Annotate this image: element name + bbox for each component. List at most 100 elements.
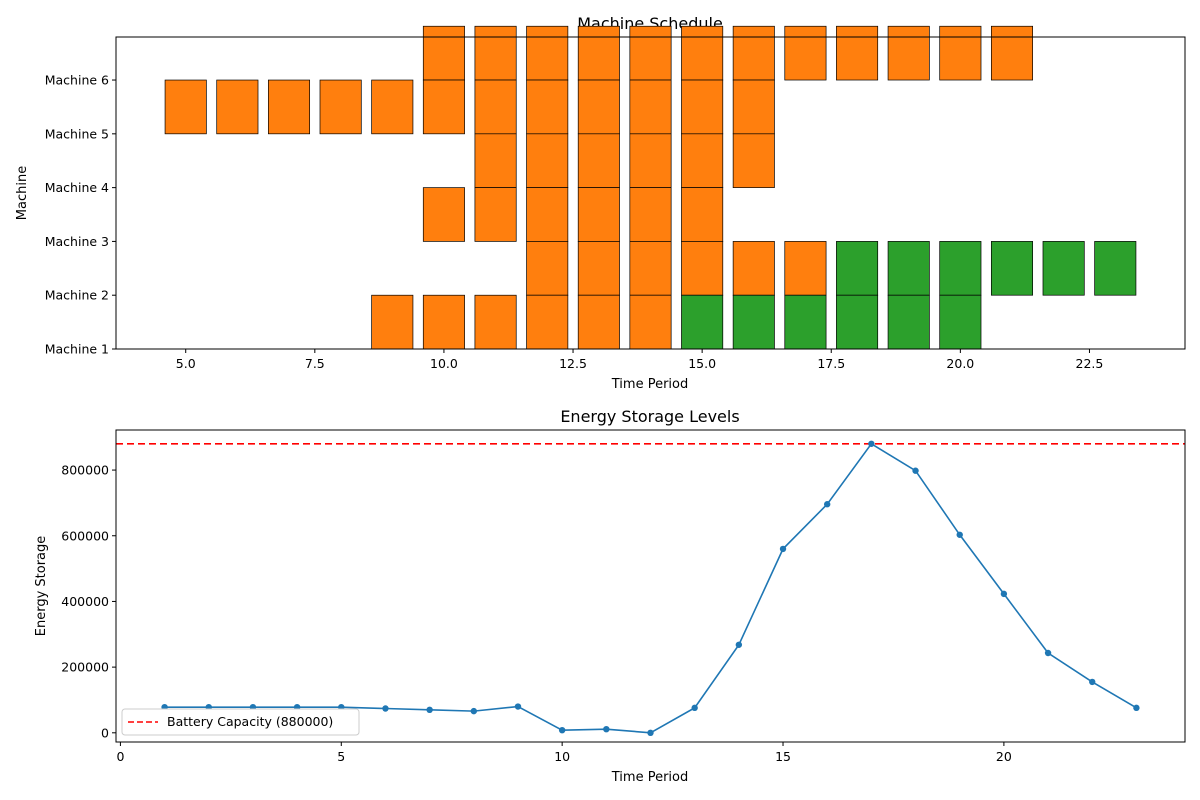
schedule-y-ticks: Machine 1 Machine 2 Machine 3 Machine 4 Mach…: [45, 73, 116, 357]
schedule-bar: [732, 241, 775, 296]
schedule-bar: [732, 294, 775, 350]
schedule-bar: [577, 133, 620, 188]
schedule-bar: [939, 25, 982, 81]
schedule-bar: [577, 187, 620, 242]
schedule-bar: [681, 294, 724, 350]
schedule-bar: [526, 187, 569, 242]
schedule-bar: [732, 79, 775, 135]
schedule-bar: [629, 25, 672, 81]
energy-title: Energy Storage Levels: [560, 407, 739, 426]
energy-x-tick-label: 5: [337, 749, 345, 764]
energy-point: [647, 729, 654, 737]
schedule-x-tick-label: 15.0: [688, 356, 716, 371]
schedule-bar: [681, 133, 724, 188]
schedule-bar: [577, 294, 620, 350]
schedule-bar: [939, 241, 982, 296]
schedule-bar: [474, 25, 517, 81]
schedule-x-tick-label: 17.5: [817, 356, 845, 371]
energy-point: [426, 706, 433, 714]
schedule-x-ticks: 5.0 7.5 10.0 12.5 15.0 17.5 20.0 22.5: [176, 349, 1104, 371]
schedule-bar: [474, 187, 517, 242]
schedule-bar: [422, 187, 465, 242]
schedule-bar: [939, 294, 982, 350]
schedule-bar: [422, 79, 465, 135]
schedule-bar: [629, 79, 672, 135]
schedule-bar: [784, 241, 827, 296]
schedule-bar: [990, 25, 1034, 81]
schedule-x-tick-label: 22.5: [1076, 356, 1104, 371]
schedule-x-label: Time Period: [611, 377, 688, 392]
energy-x-tick-label: 0: [116, 749, 124, 764]
legend-capacity-label: Battery Capacity (880000): [167, 714, 333, 729]
schedule-bar: [784, 294, 827, 350]
energy-x-tick-label: 20: [996, 749, 1012, 764]
energy-x-tick-label: 15: [775, 749, 791, 764]
schedule-x-tick-label: 5.0: [176, 356, 196, 371]
schedule-bar: [371, 79, 414, 135]
schedule-bar: [836, 294, 879, 350]
schedule-bar: [577, 25, 620, 81]
schedule-bar: [526, 25, 569, 81]
schedule-bar: [629, 294, 672, 350]
schedule-bar: [1094, 241, 1137, 296]
energy-point: [823, 501, 831, 508]
energy-y-ticks: 0 200000 400000 600000 800000: [61, 463, 116, 740]
schedule-bar: [681, 241, 724, 296]
schedule-x-tick-label: 10.0: [430, 356, 458, 371]
energy-point: [1089, 678, 1096, 686]
schedule-y-label: Machine: [15, 166, 30, 220]
energy-point: [691, 704, 698, 712]
schedule-bar: [887, 241, 930, 296]
schedule-y-tick-label: Machine 2: [45, 288, 109, 303]
schedule-bar: [629, 133, 672, 188]
schedule-bar: [319, 79, 362, 135]
energy-y-label: Energy Storage: [34, 536, 49, 637]
schedule-bar: [526, 241, 569, 296]
schedule-bar: [267, 79, 311, 135]
machine-schedule-chart: Machine Schedule 5.0 7.5 10.0 12.5 15.0 17.5 2…: [15, 14, 1186, 392]
schedule-bar: [629, 187, 672, 242]
schedule-bars: [164, 25, 1137, 350]
schedule-bar: [474, 294, 517, 350]
energy-point: [779, 545, 787, 553]
schedule-bar: [577, 79, 620, 135]
schedule-bar: [422, 294, 465, 350]
schedule-bar: [681, 79, 724, 135]
energy-point: [1044, 649, 1052, 657]
energy-x-ticks: 0 5 10 15 20: [116, 742, 1012, 764]
schedule-y-tick-label: Machine 6: [45, 73, 109, 88]
energy-storage-chart: Energy Storage Levels 0 5 10 15 20 0 200000 40…: [34, 407, 1186, 785]
schedule-bar: [887, 294, 930, 350]
energy-point: [912, 467, 919, 474]
schedule-x-tick-label: 12.5: [559, 356, 587, 371]
schedule-bar: [422, 25, 465, 81]
energy-point: [735, 641, 743, 648]
energy-point: [514, 703, 522, 710]
schedule-bar: [836, 241, 879, 296]
schedule-bar: [577, 241, 620, 296]
schedule-y-tick-label: Machine 4: [45, 180, 109, 195]
legend-box: [121, 708, 360, 736]
energy-x-label: Time Period: [611, 770, 688, 785]
schedule-x-tick-label: 20.0: [946, 356, 974, 371]
schedule-bar: [526, 133, 569, 188]
schedule-bar: [990, 241, 1034, 296]
energy-y-tick-label: 800000: [61, 463, 109, 478]
energy-point: [470, 707, 478, 715]
energy-point: [956, 531, 963, 538]
schedule-y-tick-label: Machine 3: [45, 234, 109, 249]
energy-point: [1133, 704, 1140, 712]
energy-y-tick-label: 600000: [61, 528, 109, 543]
schedule-bar: [836, 25, 879, 81]
schedule-y-tick-label: Machine 5: [45, 126, 109, 141]
schedule-bar: [1042, 241, 1085, 296]
schedule-bar: [732, 133, 775, 188]
schedule-bar: [526, 294, 569, 350]
schedule-bar: [371, 294, 414, 350]
schedule-bar: [526, 79, 569, 135]
schedule-bar: [164, 79, 207, 135]
schedule-y-tick-label: Machine 1: [45, 342, 109, 357]
schedule-bar: [732, 25, 775, 81]
energy-point: [868, 440, 875, 447]
